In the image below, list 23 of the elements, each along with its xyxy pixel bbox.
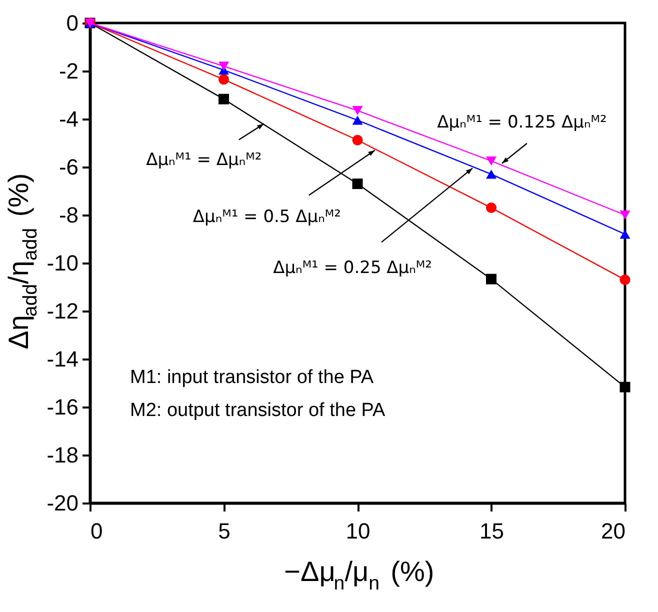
annotation: M2: output transistor of the PA xyxy=(130,400,386,421)
y-tick-label: -6 xyxy=(58,154,78,180)
x-tick-label: 5 xyxy=(218,518,230,544)
annotation: Δμₙᴹ¹ = Δμₙᴹ² xyxy=(146,150,262,170)
y-tick-label: -10 xyxy=(46,250,78,276)
x-tick-label: 20 xyxy=(601,518,626,544)
y-tick-label: -16 xyxy=(46,394,78,420)
annotation: Δμₙᴹ¹ = 0.5 Δμₙᴹ² xyxy=(192,207,341,228)
annotation: Δμₙᴹ¹ = 0.125 Δμₙᴹ² xyxy=(437,112,607,132)
y-tick-label: -8 xyxy=(58,202,78,228)
y-tick-label: -18 xyxy=(46,442,78,468)
y-tick-label: -14 xyxy=(46,346,78,372)
x-tick-label: 0 xyxy=(90,518,103,544)
y-tick-label: -4 xyxy=(58,106,78,132)
y-tick-label: -12 xyxy=(46,298,78,324)
x-tick-label: 15 xyxy=(480,518,504,544)
annotation: Δμₙᴹ¹ = 0.25 Δμₙᴹ² xyxy=(273,258,432,278)
y-tick-label: -2 xyxy=(58,58,78,84)
y-tick-label: 0 xyxy=(66,10,78,36)
annotation: M1: input transistor of the PA xyxy=(130,367,374,388)
x-tick-label: 10 xyxy=(346,518,370,544)
y-tick-label: -20 xyxy=(46,490,78,516)
y-axis-title: Δηadd/ηadd (%) xyxy=(3,173,42,350)
